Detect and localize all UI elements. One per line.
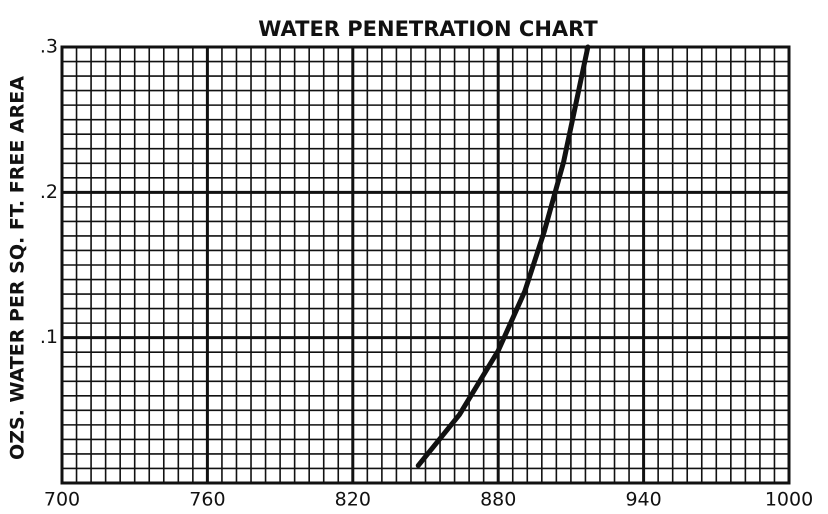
y-tick-label: .2 <box>40 181 58 203</box>
x-tick-label: 760 <box>189 489 225 511</box>
data-line <box>415 44 591 469</box>
x-tick-label: 1000 <box>765 489 813 511</box>
y-axis-label: OZS. WATER PER SQ. FT. FREE AREA <box>7 76 29 460</box>
grid <box>62 47 789 483</box>
x-tick-label: 940 <box>625 489 661 511</box>
x-tick-label: 820 <box>335 489 371 511</box>
x-tick-label: 880 <box>480 489 516 511</box>
plot-frame <box>60 45 791 485</box>
y-tick-label: .1 <box>40 326 58 348</box>
y-tick-label: .3 <box>40 36 58 58</box>
chart-title: WATER PENETRATION CHART <box>258 17 598 41</box>
x-tick-label: 700 <box>44 489 80 511</box>
